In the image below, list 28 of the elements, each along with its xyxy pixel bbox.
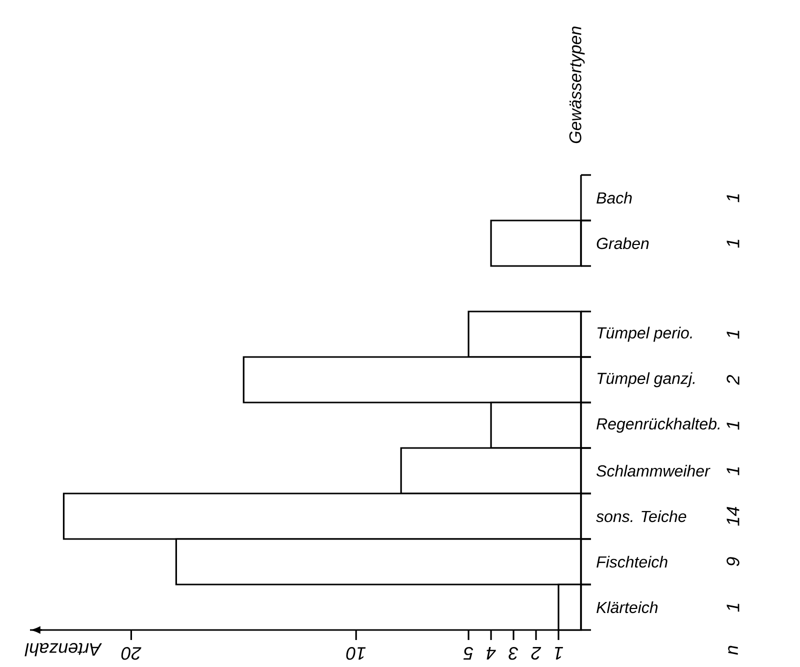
x-tick-label: 2 — [531, 647, 542, 660]
y-axis-title: Gewässertypen — [569, 26, 585, 144]
text: 1 — [726, 240, 740, 248]
y-tick-label: Regenrückhalteb. — [596, 418, 720, 433]
y-tick-label: Graben — [596, 237, 649, 250]
text: 9 — [726, 557, 740, 566]
y-tick-label: Schlammweiher — [596, 464, 710, 477]
y-tick-label: sons. Teiche — [596, 510, 686, 522]
y-tick-label: Bach — [596, 192, 632, 204]
x-tick-label: 3 — [508, 647, 518, 660]
text: 1 — [726, 422, 740, 430]
text: 1 — [726, 604, 740, 612]
y-tick-label: Klärteich — [596, 601, 658, 614]
text: 14 — [726, 506, 740, 526]
y-tick-label: Tümpel ganzj. — [598, 372, 695, 388]
x-tick-label: 1 — [555, 647, 564, 660]
text: 1 — [726, 467, 740, 476]
x-tick-label: 20 — [121, 647, 142, 660]
text: 2 — [726, 375, 740, 385]
y-tick-label: Fischteich — [596, 556, 668, 568]
text: 1 — [726, 330, 740, 339]
x-tick-label: 5 — [463, 647, 474, 660]
x-tick-label: 10 — [346, 647, 366, 660]
y-tick-label: Tümpel perio. — [598, 326, 692, 342]
text: n — [728, 646, 738, 655]
x-tick-label: 4 — [486, 647, 496, 660]
x-axis-title: Artenzahl — [24, 643, 102, 656]
text: 1 — [726, 194, 740, 202]
